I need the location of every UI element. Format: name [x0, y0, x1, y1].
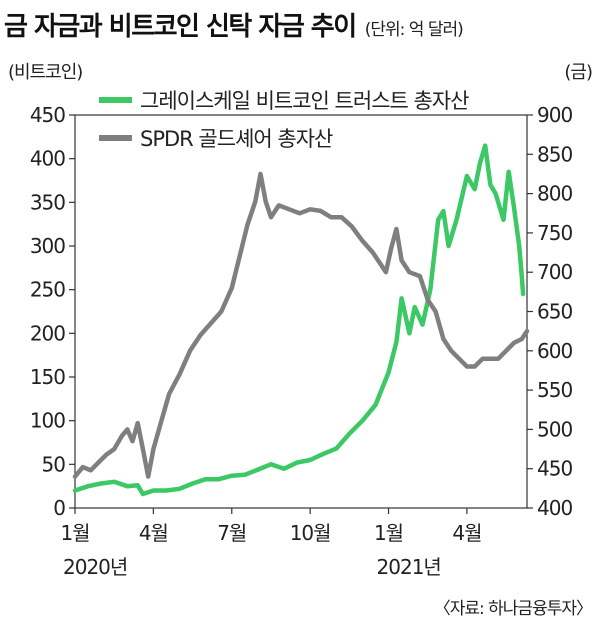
- left-tick-label: 50: [42, 452, 66, 476]
- right-tick-label: 500: [537, 417, 572, 441]
- x-tick-label: 4월: [139, 521, 168, 545]
- x-tick-label: 1월: [374, 521, 403, 545]
- legend-label: SPDR 골드셰어 총자산: [140, 127, 333, 151]
- right-tick-label: 700: [537, 260, 572, 284]
- x-year-label: 2020년: [63, 555, 127, 579]
- x-tick-label: 10월: [290, 521, 331, 545]
- left-tick-label: 250: [30, 278, 65, 302]
- right-tick-label: 750: [537, 221, 572, 245]
- chart-title: 금 자금과 비트코인 신탁 자금 추이: [4, 12, 357, 42]
- source-label: 〈자료: 하나금융투자〉: [433, 599, 593, 619]
- left-tick-label: 200: [30, 321, 65, 345]
- x-tick-label: 4월: [452, 521, 481, 545]
- right-tick-label: 900: [537, 103, 572, 127]
- x-year-label: 2021년: [377, 555, 441, 579]
- left-tick-label: 0: [53, 496, 65, 520]
- legend-label: 그레이스케일 비트코인 트러스트 총자산: [140, 89, 469, 113]
- right-tick-label: 450: [537, 457, 572, 481]
- left-tick-label: 150: [30, 365, 65, 389]
- right-tick-label: 550: [537, 378, 572, 402]
- btc-trust-line: [72, 143, 526, 497]
- right-tick-label: 600: [537, 339, 572, 363]
- left-tick-label: 450: [30, 103, 65, 127]
- x-tick-label: 7월: [217, 521, 246, 545]
- left-tick-label: 400: [30, 147, 65, 171]
- left-axis-unit: (비트코인): [8, 62, 83, 83]
- right-tick-label: 800: [537, 182, 572, 206]
- left-tick-label: 100: [30, 409, 65, 433]
- right-axis-unit: (금): [564, 62, 593, 83]
- right-tick-label: 850: [537, 142, 572, 166]
- unit-label: (단위: 억 달러): [364, 20, 464, 40]
- left-tick-label: 350: [30, 190, 65, 214]
- title-row: 금 자금과 비트코인 신탁 자금 추이 (단위: 억 달러): [4, 6, 596, 46]
- right-tick-label: 650: [537, 300, 572, 324]
- left-tick-label: 300: [30, 234, 65, 258]
- gold-shares-line: [72, 171, 530, 479]
- x-tick-label: 1월: [60, 521, 89, 545]
- right-tick-label: 400: [537, 496, 572, 520]
